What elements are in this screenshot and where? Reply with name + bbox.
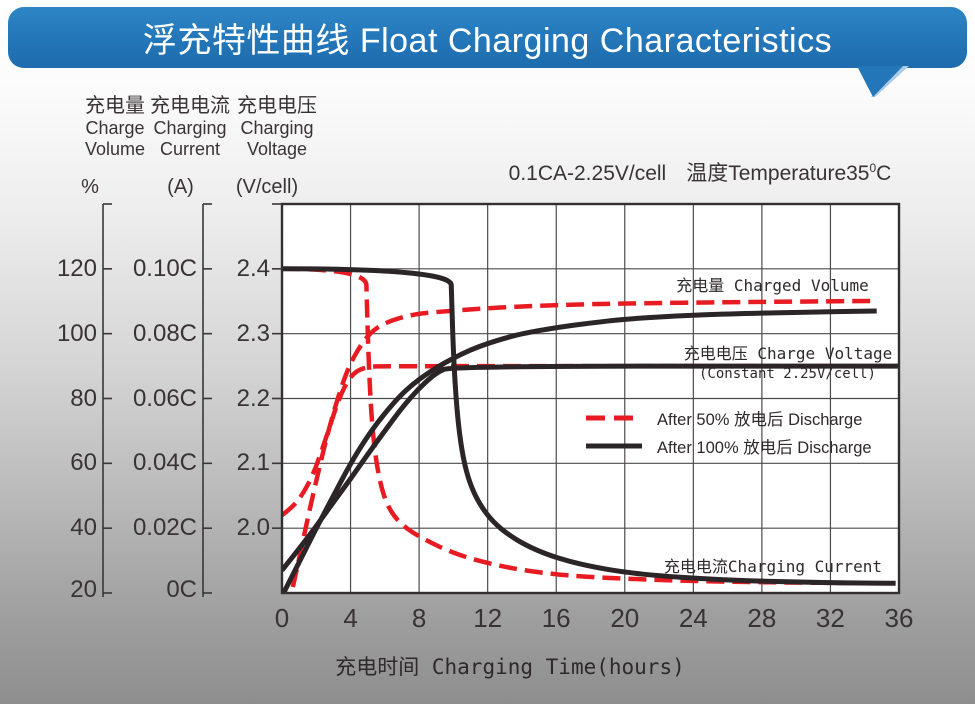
y-tick-label: 120	[56, 254, 97, 282]
x-tick-label: 8	[411, 603, 427, 633]
annotation-charge-voltage: 充电电压 Charge Voltage	[683, 344, 893, 363]
x-tick-label: 28	[747, 603, 777, 633]
axis-header-en2: Volume	[84, 139, 146, 159]
chart-legend: After 50% 放电后 Discharge After 100% 放电后 Di…	[585, 404, 920, 460]
axis-header-en2: Current	[159, 139, 221, 159]
axis-header-charging-voltage: 充电电压 Charging Voltage	[217, 94, 337, 160]
unit-percent: %	[81, 176, 99, 198]
series-charged-volume-50	[289, 298, 877, 593]
legend-label: After 100% 放电后 Discharge	[657, 439, 872, 457]
y-tick-label: 0.08C	[132, 319, 197, 347]
axis-header-en1: Charging	[240, 118, 314, 138]
y-tick-label: 2.0	[236, 514, 270, 542]
annotation-charging-current: 充电电流Charging Current	[663, 557, 883, 576]
legend-item: After 100% 放电后 Discharge	[585, 432, 920, 460]
x-tick-label: 16	[541, 603, 571, 633]
x-tick-label: 0	[274, 603, 290, 633]
x-axis-title: 充电时间 Charging Time(hours)	[335, 655, 685, 679]
y-tick-label: 2.3	[236, 319, 270, 347]
x-tick-label: 32	[815, 603, 845, 633]
axis-header-charge-volume: 充电量 Charge Volume	[55, 94, 175, 160]
unit-ampere: (A)	[167, 176, 194, 198]
y-tick-label: 0C	[166, 576, 197, 603]
y-tick-label: 2.4	[236, 254, 270, 282]
unit-vcell: (V/cell)	[235, 176, 299, 198]
axis-header-zh: 充电电流	[150, 95, 230, 117]
y-tick-label: 80	[70, 384, 97, 412]
degree-sup: 0	[869, 161, 877, 175]
page-title: 浮充特性曲线 Float Charging Characteristics	[142, 22, 833, 60]
y-tick-label: 0.04C	[132, 449, 197, 477]
x-tick-label: 20	[610, 603, 640, 633]
series-charging-current-100	[282, 266, 896, 586]
x-tick-label: 12	[473, 603, 503, 633]
y-tick-label: 20	[70, 576, 97, 603]
axis-header-en1: Charge	[85, 118, 145, 138]
y-tick-label: 0.02C	[132, 514, 197, 542]
x-tick-label: 4	[343, 603, 358, 633]
y-tick-label: 0.06C	[132, 384, 197, 412]
y-tick-label: 60	[70, 449, 97, 477]
legend-label: After 50% 放电后 Discharge	[657, 411, 863, 429]
legend-line-sample	[586, 443, 642, 449]
y-tick-label: 100	[56, 319, 97, 347]
y-tick-label: 2.2	[236, 384, 270, 412]
condition-unit: C	[876, 162, 892, 185]
condition-rate: 0.1CA-2.25V/cell	[508, 162, 667, 185]
y-tick-label: 40	[70, 514, 97, 542]
title-banner: 浮充特性曲线 Float Charging Characteristics	[8, 7, 967, 68]
y-tick-label: 2.1	[236, 449, 270, 477]
axis-header-charging-current: 充电电流 Charging Current	[130, 94, 250, 160]
chart-condition: 0.1CA-2.25V/cell 温度Temperature350C	[450, 157, 950, 187]
axis-header-en1: Charging	[153, 118, 227, 138]
legend-line-sample	[586, 415, 642, 421]
axis-header-zh: 充电量	[85, 95, 145, 117]
annotation-charged-volume: 充电量 Charged Volume	[676, 276, 869, 295]
condition-temперature: 温度Temperature35	[686, 162, 870, 185]
x-tick-label: 36	[884, 603, 914, 633]
y-tick-label: 0.10C	[132, 254, 197, 282]
series-charged-volume-100	[282, 308, 877, 593]
annotation-constant-voltage: (Constant 2.25V/cell)	[698, 366, 876, 382]
series-charge-voltage-50	[282, 363, 899, 517]
x-tick-label: 24	[678, 603, 708, 633]
legend-item: After 50% 放电后 Discharge	[585, 404, 920, 432]
series-charging-current-50	[282, 266, 896, 586]
axis-header-zh: 充电电压	[237, 95, 317, 117]
banner-tail	[857, 66, 909, 97]
axis-header-en2: Voltage	[246, 139, 308, 159]
